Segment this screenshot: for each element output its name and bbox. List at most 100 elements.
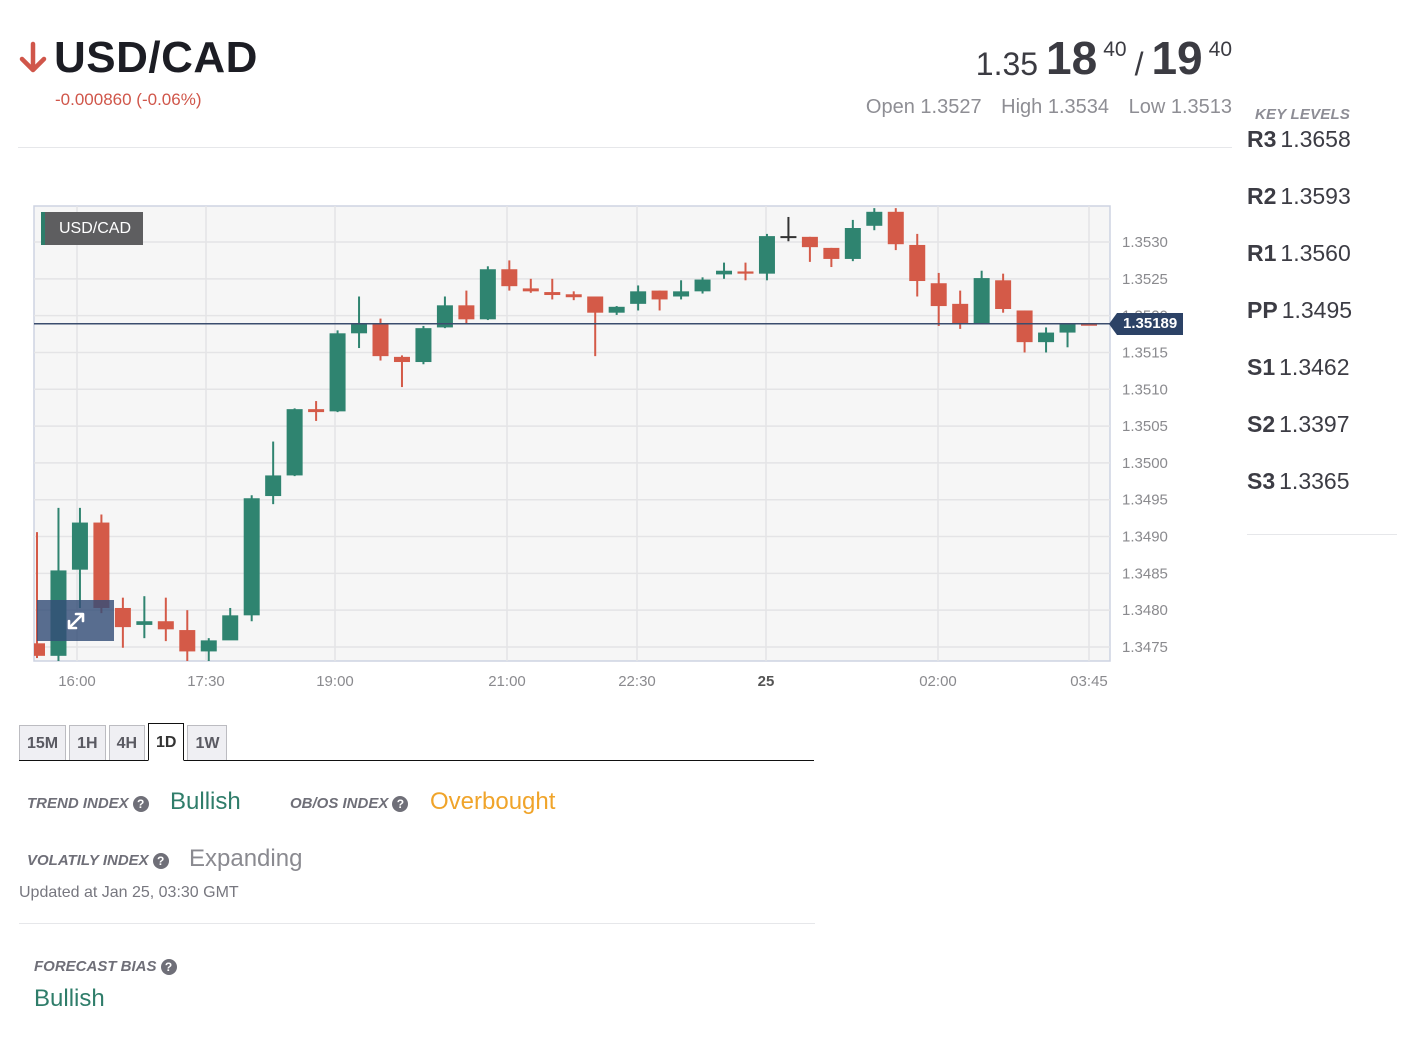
forecast-bias-value: Bullish [34, 985, 105, 1012]
candle [973, 278, 990, 324]
candle [866, 211, 883, 226]
chart-canvas[interactable]: 1.35301.35251.35201.35151.35101.35051.35… [0, 190, 1230, 700]
pair-header: USD/CAD -0.000860 (-0.06%) [18, 32, 258, 109]
low-stat: Low 1.3513 [1128, 96, 1232, 118]
key-levels-list: R3 1.3658 R2 1.3593 R1 1.3560 PP 1.3495 S1 1.… [1247, 125, 1397, 524]
y-axis-tick: 1.3495 [1122, 492, 1168, 509]
candle [673, 291, 690, 297]
candle [479, 269, 496, 320]
candle [436, 305, 453, 328]
question-circle-icon[interactable]: ? [392, 795, 409, 812]
bid-prefix: 1.35 [975, 46, 1039, 82]
x-axis-tick: 25 [758, 673, 775, 690]
candle [93, 522, 110, 608]
chart-symbol-label: USD/CAD [41, 212, 144, 245]
updated-timestamp: Updated at Jan 25, 03:30 GMT [19, 884, 239, 901]
candle [136, 621, 153, 625]
y-axis-tick: 1.3500 [1122, 455, 1168, 472]
high-stat: High 1.3534 [1001, 96, 1110, 118]
candle [415, 328, 432, 363]
key-level-value: 1.3462 [1279, 354, 1350, 380]
candle [286, 409, 303, 476]
question-circle-icon[interactable]: ? [132, 795, 149, 812]
candle [716, 270, 733, 275]
key-levels-title: KEY LEVELS [1255, 106, 1351, 123]
quote-price: 1.35 18 40 / 19 40 [976, 30, 1232, 86]
trend-index-label: TREND INDEX ? [27, 795, 149, 812]
forecast-bias-label: FORECAST BIAS ? [34, 958, 177, 975]
candle [329, 333, 346, 412]
candle [737, 271, 754, 274]
x-axis-tick: 17:30 [187, 673, 225, 690]
candlestick-chart[interactable]: 1.35301.35251.35201.35151.35101.35051.35… [0, 190, 1230, 700]
key-level-pp: PP 1.3495 [1247, 296, 1397, 353]
candle [844, 228, 861, 259]
y-axis-tick: 1.3530 [1122, 234, 1168, 251]
candle [1059, 323, 1076, 333]
ohl-stats: Open 1.3527 High 1.3534 Low 1.3513 [866, 96, 1232, 119]
candle [801, 236, 818, 248]
open-stat: Open 1.3527 [865, 96, 982, 118]
key-level-r2: R2 1.3593 [1247, 182, 1397, 239]
volatility-index-text: VOLATILY INDEX [27, 852, 149, 869]
tab-1h[interactable]: 1H [69, 725, 106, 760]
x-axis-tick: 03:45 [1070, 673, 1108, 690]
candle [587, 296, 604, 313]
candle [780, 236, 797, 239]
key-level-r3: R3 1.3658 [1247, 125, 1397, 182]
candle [522, 288, 539, 292]
key-level-name: R1 [1247, 240, 1277, 266]
y-axis-tick: 1.3475 [1122, 639, 1168, 656]
key-level-name: R3 [1247, 126, 1277, 152]
candle [758, 236, 775, 274]
tab-1w[interactable]: 1W [187, 725, 228, 760]
ask-big-figure: 19 [1151, 32, 1203, 84]
candle [393, 356, 410, 363]
trend-index-value: Bullish [170, 788, 241, 815]
y-axis-tick: 1.3480 [1122, 602, 1168, 619]
key-levels-divider [1247, 534, 1397, 535]
expand-arrows-icon [67, 612, 84, 629]
x-axis-tick: 21:00 [488, 673, 526, 690]
candle [157, 621, 174, 630]
candle [1038, 332, 1055, 343]
candle [651, 290, 668, 300]
volatility-index-label: VOLATILY INDEX ? [27, 852, 169, 869]
key-level-s2: S2 1.3397 [1247, 410, 1397, 467]
price-change: -0.000860 (-0.06%) [55, 90, 202, 109]
candle [1081, 323, 1097, 326]
key-level-name: S3 [1247, 468, 1276, 494]
candle [34, 643, 45, 656]
x-axis-tick: 16:00 [58, 673, 96, 690]
candles [34, 208, 1097, 661]
question-circle-icon[interactable]: ? [152, 852, 169, 869]
forecast-bias-text: FORECAST BIAS [34, 958, 157, 975]
obos-index-label: OB/OS INDEX ? [290, 795, 409, 812]
expand-chart-button[interactable] [37, 600, 114, 641]
candle [114, 607, 131, 628]
y-axis-tick: 1.3485 [1122, 565, 1168, 582]
obos-index-value: Overbought [430, 788, 556, 815]
timeframe-tabs: 15M 1H 4H 1D 1W [19, 723, 814, 761]
y-axis-tick: 1.3505 [1122, 418, 1168, 435]
key-level-value: 1.3560 [1280, 240, 1351, 266]
y-axis-tick: 1.3510 [1122, 381, 1168, 398]
current-price-tag: 1.35189 [1108, 313, 1184, 335]
bid-pip: 40 [1103, 38, 1127, 61]
key-level-value: 1.3658 [1280, 126, 1351, 152]
key-level-name: S2 [1247, 411, 1276, 437]
candle [630, 291, 647, 304]
key-level-r1: R1 1.3560 [1247, 239, 1397, 296]
section-divider [19, 923, 815, 924]
key-level-name: R2 [1247, 183, 1277, 209]
ask-pip: 40 [1208, 38, 1232, 61]
question-circle-icon[interactable]: ? [160, 958, 177, 975]
key-level-name: PP [1247, 297, 1278, 323]
quote-separator: / [1134, 46, 1144, 82]
y-axis-tick: 1.3525 [1122, 271, 1168, 288]
tab-1d[interactable]: 1D [148, 723, 185, 761]
tab-4h[interactable]: 4H [108, 725, 146, 760]
tab-15m[interactable]: 15M [19, 725, 67, 760]
candle [823, 247, 840, 259]
candle [265, 475, 282, 497]
